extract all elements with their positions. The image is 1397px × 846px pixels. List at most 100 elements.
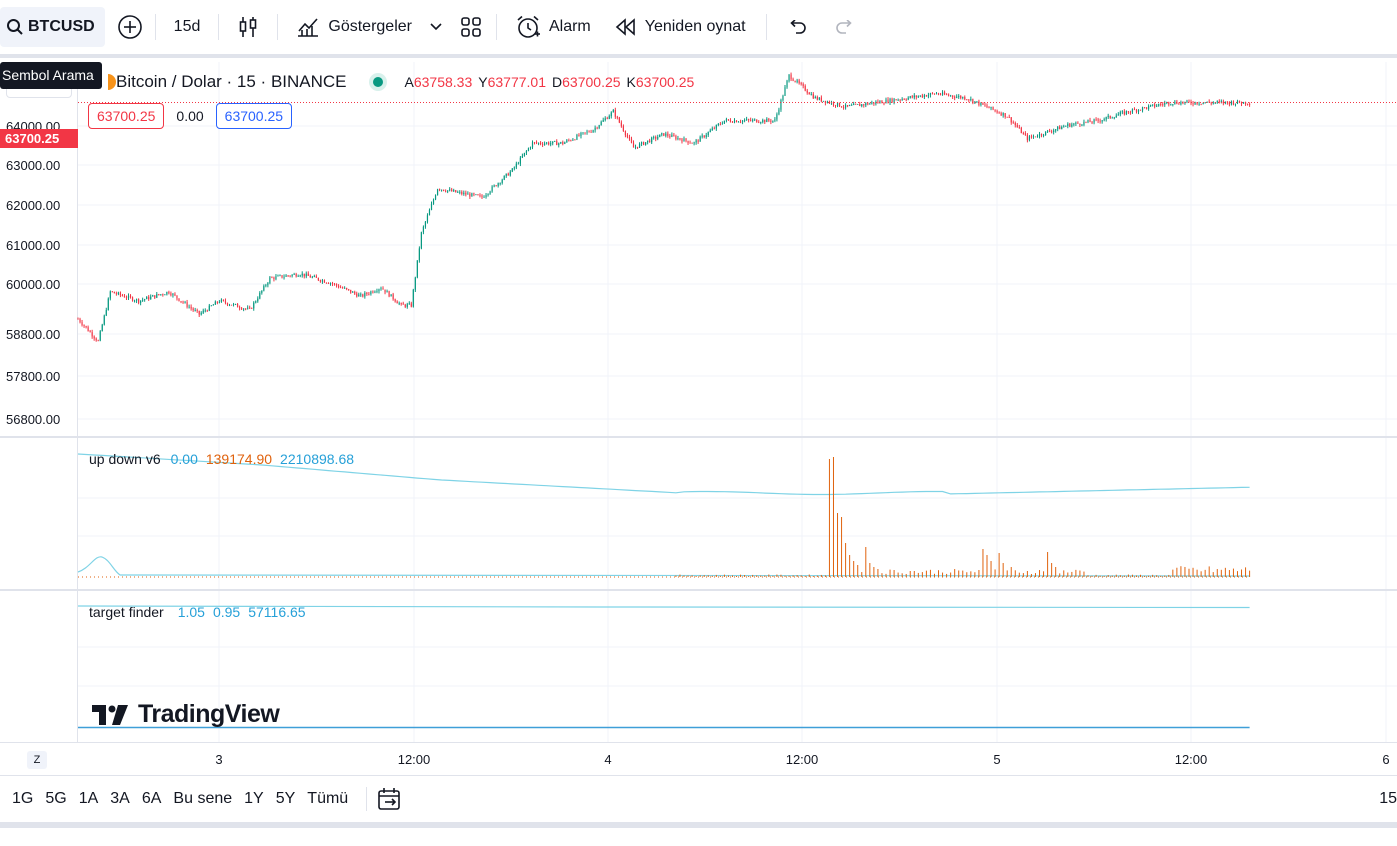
candle (802, 82, 804, 89)
pane-separator[interactable] (0, 436, 1397, 438)
candle-body (1036, 136, 1039, 138)
indicators-button[interactable]: Göstergeler (282, 7, 450, 47)
candle (713, 126, 715, 130)
range-1y[interactable]: 1Y (244, 790, 264, 807)
undo-button[interactable] (771, 7, 821, 47)
candle-body (851, 105, 853, 106)
candle-body (1152, 104, 1154, 106)
grid-layout-icon (461, 17, 481, 37)
candle-body (729, 120, 732, 122)
indicator-legend-up-down[interactable]: up down v6 0.00 139174.90 2210898.68 (89, 451, 354, 467)
candle-body (142, 299, 144, 301)
candle-body (760, 122, 762, 123)
candle-body (406, 304, 408, 307)
candle-body (138, 299, 140, 303)
candle (1210, 101, 1212, 106)
candle (974, 101, 976, 104)
candle (479, 193, 481, 198)
range-5y[interactable]: 5Y (275, 790, 296, 807)
candle-body (663, 133, 665, 136)
candle (505, 173, 507, 178)
candle (653, 135, 655, 140)
candle-body (855, 103, 857, 105)
candle (481, 194, 483, 199)
compare-symbol-button[interactable] (109, 7, 151, 47)
candle-body (598, 125, 600, 128)
candle-body (634, 146, 637, 148)
pane-separator[interactable] (0, 589, 1397, 591)
time-axis[interactable]: Z 3 12:00 4 12:00 5 12:00 6 (0, 742, 1397, 776)
chart-type-button[interactable] (223, 7, 273, 47)
candle-body (243, 308, 245, 310)
candle-body (891, 98, 893, 103)
candle (804, 84, 806, 92)
candle (647, 140, 649, 145)
zoom-button[interactable]: Z (27, 751, 47, 769)
candle-body (453, 190, 455, 192)
candle (418, 246, 420, 263)
undo-icon (789, 20, 806, 34)
candle-body (544, 143, 546, 145)
legend-symbol-title[interactable]: Bitcoin / Dolar · 15 · BINANCE (116, 72, 347, 91)
chart-canvas[interactable] (0, 0, 1397, 742)
candle (580, 131, 582, 139)
candle (420, 231, 422, 250)
range-all[interactable]: Tümü (307, 790, 349, 807)
candle-body (703, 135, 705, 138)
symbol-search-button[interactable]: BTCUSD (0, 7, 105, 47)
buy-button[interactable]: 63700.25 (215, 103, 293, 129)
range-1a[interactable]: 1A (78, 790, 99, 807)
candle (667, 131, 669, 138)
candle (741, 120, 744, 125)
interval-button[interactable]: 15d (173, 18, 201, 35)
price-axis[interactable] (0, 62, 78, 742)
candle (917, 95, 919, 98)
candle (552, 141, 554, 146)
layouts-button[interactable] (450, 7, 492, 47)
sell-button[interactable]: 63700.25 (88, 103, 165, 129)
up-down-line (77, 453, 1250, 496)
candle (119, 291, 122, 298)
range-6a[interactable]: 6A (141, 790, 162, 807)
candle-body (1073, 123, 1075, 125)
candle (677, 135, 679, 141)
candle (1071, 122, 1073, 128)
candle-body (590, 132, 592, 133)
candle (602, 117, 604, 122)
candle (568, 138, 570, 142)
candle-body (485, 195, 487, 198)
candle (899, 99, 901, 103)
candle-body (176, 295, 178, 299)
candle (624, 130, 627, 138)
candle (426, 213, 429, 224)
range-5g[interactable]: 5G (45, 790, 67, 807)
candle (558, 142, 560, 148)
tradingview-watermark[interactable]: TradingView (92, 700, 280, 729)
range-1g[interactable]: 1G (12, 790, 34, 807)
candle-body (404, 304, 406, 307)
range-right-text[interactable]: 15 (1379, 790, 1397, 807)
candle (150, 294, 152, 300)
candle-body (1014, 122, 1016, 126)
candle (289, 275, 291, 278)
candle (295, 272, 297, 278)
candle (380, 286, 382, 291)
candle-body (626, 135, 629, 137)
candle (707, 131, 709, 137)
candle (354, 290, 356, 295)
range-ytd[interactable]: Bu sene (173, 790, 233, 807)
candle (1192, 101, 1194, 107)
indicator-legend-target-finder[interactable]: target finder 1.05 0.95 57116.65 (89, 604, 306, 620)
goto-date-button[interactable] (377, 787, 403, 811)
candle-body (344, 287, 346, 289)
target-finder-pane (77, 605, 1250, 729)
candle-body (509, 171, 511, 176)
replay-button[interactable]: Yeniden oynat (599, 7, 762, 47)
redo-button[interactable] (821, 7, 869, 47)
candle-body (685, 138, 687, 141)
alarm-button[interactable]: Alarm (501, 7, 599, 47)
candle-body (202, 310, 204, 313)
indicator-name: target finder (89, 604, 164, 620)
candle-body (1095, 119, 1097, 121)
range-3a[interactable]: 3A (110, 790, 130, 807)
